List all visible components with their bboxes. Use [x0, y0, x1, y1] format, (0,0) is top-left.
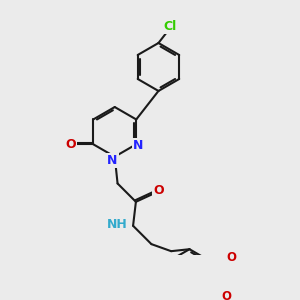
Text: N: N: [133, 139, 144, 152]
Text: O: O: [226, 251, 236, 264]
Text: O: O: [65, 138, 76, 151]
Text: Cl: Cl: [163, 20, 176, 33]
Text: NH: NH: [107, 218, 128, 231]
Text: N: N: [107, 154, 118, 166]
Text: O: O: [153, 184, 164, 197]
Text: O: O: [221, 290, 231, 300]
